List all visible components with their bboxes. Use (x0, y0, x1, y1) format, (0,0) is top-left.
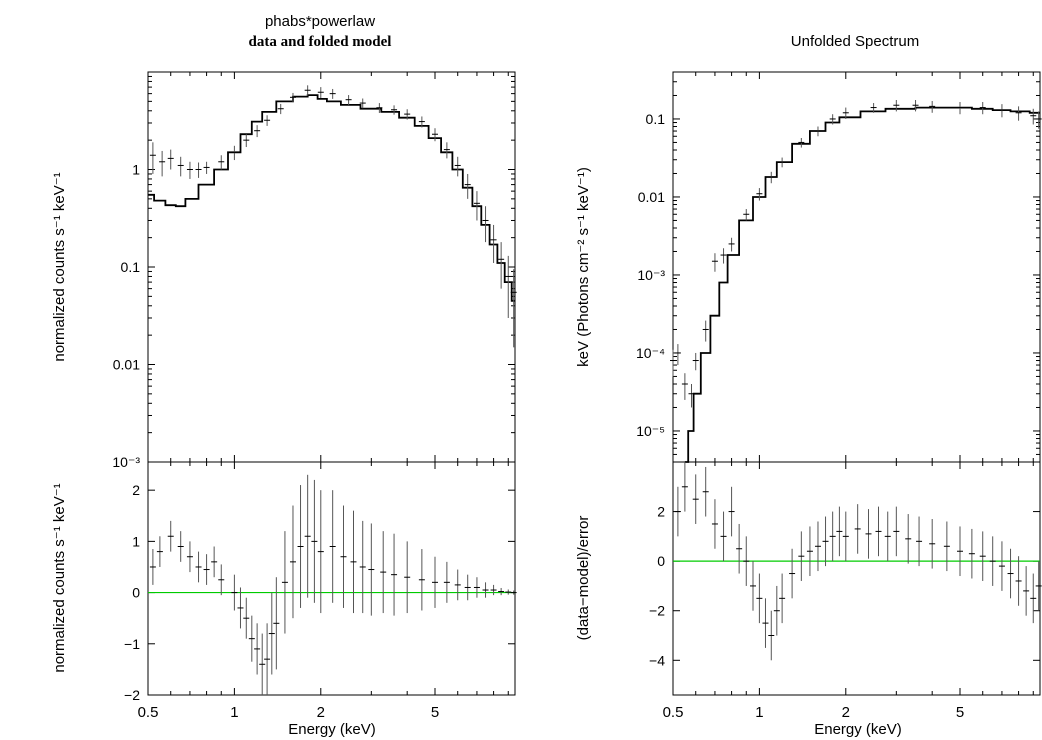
y-tick-label: −4 (649, 652, 665, 668)
y-tick-label: −2 (649, 603, 665, 619)
y-tick-label: 0.1 (121, 259, 141, 275)
y-tick-label: 10⁻³ (637, 267, 665, 283)
y-tick-label: 1 (132, 533, 140, 549)
right-bottom-ylabel: (data−model)/error (575, 516, 592, 641)
y-tick-label: 2 (132, 482, 140, 498)
right-bottom-panel: 2 0 −2 −4 0.5 1 2 5 (649, 461, 1042, 721)
left-top-frame (147, 71, 516, 463)
right-top-panel: 0.1 0.01 10⁻³ 10⁻⁴ 10⁻⁵ (636, 71, 1042, 463)
right-top-ylabel: keV (Photons cm⁻² s⁻¹ keV⁻¹) (575, 167, 592, 367)
x-tick-label: 2 (842, 704, 850, 721)
x-tick-label: 5 (956, 704, 964, 721)
x-tick-label: 0.5 (138, 704, 159, 721)
left-top-ylabel: normalized counts s⁻¹ keV⁻¹ (51, 172, 68, 361)
y-tick-label: −1 (124, 636, 140, 652)
y-tick-label: −2 (124, 687, 140, 703)
model-line (684, 106, 1040, 463)
y-tick-label: 10⁻³ (112, 454, 140, 470)
right-title: Unfolded Spectrum (791, 33, 919, 50)
right-bottom-frame (672, 461, 1041, 696)
left-title: phabs*powerlaw (265, 13, 375, 30)
y-tick-label: 0 (132, 585, 140, 601)
left-bottom-frame (147, 461, 516, 696)
x-tick-label: 1 (755, 704, 763, 721)
x-tick-label: 2 (317, 704, 325, 721)
left-xlabel: Energy (keV) (288, 721, 376, 738)
left-top-panel: 1 0.1 0.01 10⁻³ (112, 71, 517, 470)
left-bottom-ylabel: normalized counts s⁻¹ keV⁻¹ (51, 483, 68, 672)
x-tick-label: 5 (431, 704, 439, 721)
x-tick-label: 1 (230, 704, 238, 721)
x-tick-label: 0.5 (663, 704, 684, 721)
left-subtitle: data and folded model (249, 34, 392, 50)
y-tick-label: 10⁻⁴ (636, 345, 665, 361)
left-bottom-panel: 2 1 0 −1 −20.5 1 2 5 (124, 461, 517, 721)
y-tick-label: 1 (132, 162, 140, 178)
right-xlabel: Energy (keV) (814, 721, 902, 738)
y-tick-label: 0 (657, 553, 665, 569)
model-line (148, 94, 515, 302)
y-tick-label: 0.01 (113, 357, 140, 373)
y-tick-label: 2 (657, 504, 665, 520)
y-tick-label: 0.1 (646, 111, 666, 127)
y-tick-label: 0.01 (638, 189, 665, 205)
y-tick-label: 10⁻⁵ (636, 423, 665, 439)
